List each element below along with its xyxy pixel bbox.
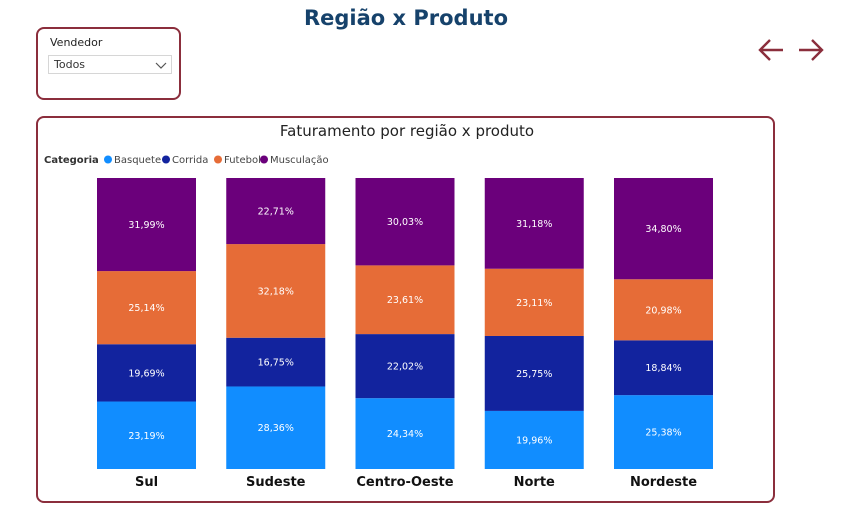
bar-segment-corrida-nordeste[interactable]	[614, 340, 713, 396]
bar-segment-corrida-sudeste[interactable]	[226, 337, 326, 387]
data-label-basquete-sul: 23,19%	[128, 431, 164, 442]
data-label-futebol-sudeste: 32,18%	[258, 286, 294, 297]
legend-marker-corrida	[162, 155, 170, 164]
legend-label-musculacao[interactable]: Musculação	[270, 155, 329, 166]
data-label-musculacao-sul: 31,99%	[128, 220, 164, 231]
data-label-futebol-norte: 23,11%	[516, 298, 552, 309]
legend-marker-futebol	[214, 155, 222, 164]
legend-label-corrida[interactable]: Corrida	[172, 155, 208, 166]
bar-segment-futebol-nordeste[interactable]	[614, 279, 713, 341]
chart-legend: Categoria Basquete Corrida Futebol Musculaç…	[44, 155, 329, 166]
bar-segment-corrida-norte[interactable]	[484, 335, 584, 411]
bar-segment-basquete-sul[interactable]	[97, 401, 196, 469]
x-tick-label-sul: Sul	[135, 475, 158, 490]
data-label-futebol-sul: 25,14%	[128, 303, 164, 314]
x-tick-label-sudeste: Sudeste	[246, 475, 306, 490]
bar-segment-musculacao-sul[interactable]	[97, 178, 196, 272]
x-tick-label-centro-oeste: Centro-Oeste	[356, 475, 453, 490]
data-label-corrida-nordeste: 18,84%	[645, 363, 681, 374]
page-title: Região x Produto	[303, 6, 509, 30]
chart-card: Faturamento por região x produto Categor…	[36, 116, 775, 503]
arrow-left-icon[interactable]	[757, 36, 785, 64]
legend-title: Categoria	[44, 155, 99, 166]
bar-segment-basquete-sudeste[interactable]	[226, 386, 326, 469]
x-tick-label-nordeste: Nordeste	[630, 475, 697, 490]
vendedor-slicer: Vendedor Todos	[36, 27, 181, 100]
bar-segment-futebol-sudeste[interactable]	[226, 244, 326, 338]
bar-segment-musculacao-centro-oeste[interactable]	[355, 178, 455, 266]
data-label-musculacao-nordeste: 34,80%	[645, 224, 681, 235]
bar-segment-basquete-norte[interactable]	[484, 410, 584, 469]
data-label-basquete-nordeste: 25,38%	[645, 428, 681, 439]
legend-label-basquete[interactable]: Basquete	[114, 155, 161, 166]
arrow-right-icon[interactable]	[797, 36, 825, 64]
legend-marker-musculacao	[260, 155, 268, 164]
bars-group: 23,19% 19,69% 25,14% 31,99% 28,36% 16,75% 32,1…	[97, 178, 713, 469]
vendedor-dropdown[interactable]: Todos	[48, 55, 172, 74]
data-label-basquete-norte: 19,96%	[516, 435, 552, 446]
data-label-musculacao-norte: 31,18%	[516, 219, 552, 230]
bar-segment-futebol-centro-oeste[interactable]	[355, 265, 455, 335]
bar-segment-basquete-nordeste[interactable]	[614, 395, 713, 469]
bar-segment-futebol-sul[interactable]	[97, 271, 196, 345]
stacked-bar-chart: Faturamento por região x produto Categor…	[44, 122, 713, 490]
data-label-futebol-centro-oeste: 23,61%	[387, 295, 423, 306]
data-label-musculacao-sudeste: 22,71%	[258, 207, 294, 218]
bar-segment-musculacao-sudeste[interactable]	[226, 178, 326, 245]
legend-label-futebol[interactable]: Futebol	[224, 155, 261, 166]
bar-segment-corrida-centro-oeste[interactable]	[355, 334, 455, 399]
slicer-label: Vendedor	[50, 36, 103, 49]
data-label-corrida-sul: 19,69%	[128, 368, 164, 379]
x-tick-label-norte: Norte	[514, 475, 555, 490]
data-label-corrida-norte: 25,75%	[516, 369, 552, 380]
bar-segment-musculacao-norte[interactable]	[484, 178, 584, 269]
data-label-futebol-nordeste: 20,98%	[645, 305, 681, 316]
data-label-musculacao-centro-oeste: 30,03%	[387, 217, 423, 228]
data-label-basquete-sudeste: 28,36%	[258, 423, 294, 434]
data-label-corrida-sudeste: 16,75%	[258, 358, 294, 369]
bar-segment-corrida-sul[interactable]	[97, 344, 196, 402]
data-label-basquete-centro-oeste: 24,34%	[387, 429, 423, 440]
chevron-down-icon	[155, 62, 167, 69]
slicer-selected-value: Todos	[54, 58, 86, 71]
data-label-corrida-centro-oeste: 22,02%	[387, 362, 423, 373]
bar-segment-futebol-norte[interactable]	[484, 268, 584, 336]
bar-segment-musculacao-nordeste[interactable]	[614, 178, 713, 280]
legend-marker-basquete	[104, 155, 112, 164]
bar-segment-basquete-centro-oeste[interactable]	[355, 398, 455, 469]
chart-title: Faturamento por região x produto	[280, 122, 534, 140]
x-axis-labels: Sul Sudeste Centro-Oeste Norte Nordeste	[135, 475, 697, 490]
